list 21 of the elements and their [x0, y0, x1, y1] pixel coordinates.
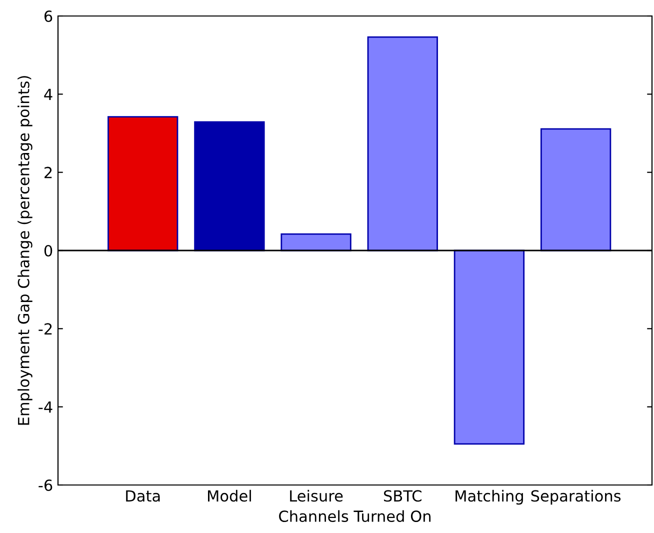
y-tick-label: 4 — [44, 88, 52, 100]
x-axis-title: Channels Turned On — [279, 510, 431, 522]
y-tick-label: 6 — [44, 10, 52, 22]
x-tick-label: SBTC — [384, 490, 422, 502]
x-tick-label: Matching — [456, 490, 523, 505]
x-tick-label: Data — [126, 490, 160, 502]
bar — [454, 250, 525, 445]
y-tick-label: -6 — [38, 479, 52, 492]
bar — [194, 121, 265, 252]
y-tick-label: -2 — [38, 323, 52, 334]
x-tick-label: Separations — [531, 490, 621, 505]
bar — [280, 233, 352, 252]
bar — [540, 128, 612, 252]
x-tick-label: Model — [208, 490, 251, 502]
y-tick-label: -4 — [38, 402, 52, 413]
bar — [108, 116, 178, 252]
bar — [367, 36, 438, 252]
y-axis-title: Employment Gap Change (percentage points) — [18, 76, 32, 425]
x-tick-label: Leisure — [290, 490, 343, 502]
y-tick-label: 0 — [44, 244, 52, 257]
y-tick-label: 2 — [44, 166, 52, 178]
